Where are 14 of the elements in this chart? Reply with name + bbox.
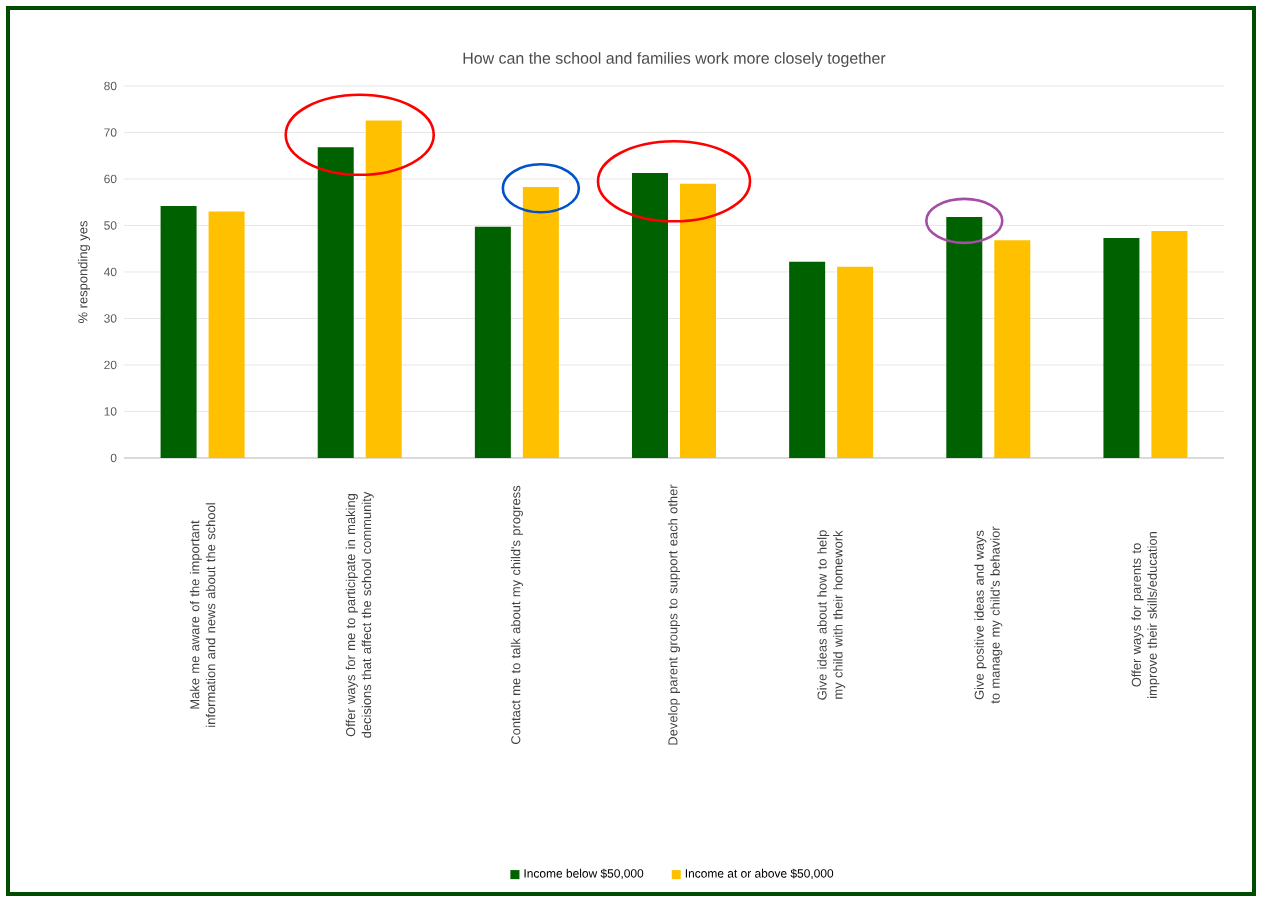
bar [522,186,559,458]
bar [208,211,245,458]
bar [946,217,983,458]
bar [994,240,1031,458]
bar [837,266,874,458]
bar [789,261,826,458]
bar [160,205,197,458]
bar [474,226,511,458]
bar [317,147,354,458]
bar [1151,231,1188,458]
bar [1103,238,1140,458]
bar [365,120,402,458]
bar [632,172,669,458]
bar [680,183,717,458]
